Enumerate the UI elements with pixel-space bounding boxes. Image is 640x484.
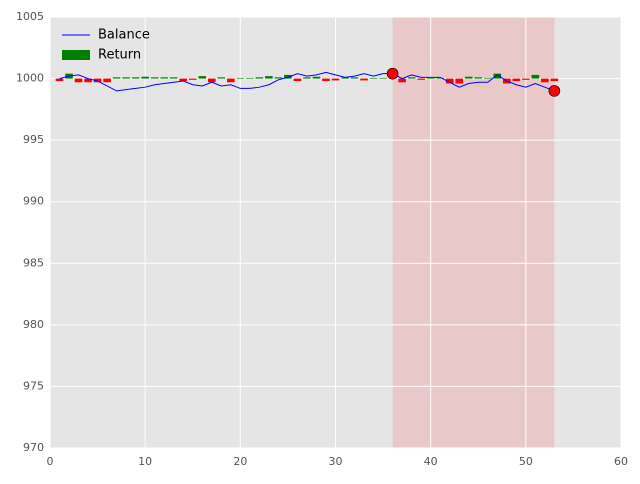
marker [548, 85, 561, 97]
legend-swatch [62, 50, 90, 60]
y-tick-label: 990 [23, 195, 44, 208]
y-tick-label: 975 [23, 379, 44, 392]
legend-label: Balance [98, 28, 150, 43]
return-bar [84, 78, 92, 83]
return-bar [417, 78, 425, 80]
return-bar [426, 77, 435, 79]
return-bar [55, 78, 64, 82]
return-bar [341, 77, 349, 79]
return-bar [122, 77, 130, 79]
return-bar [112, 77, 121, 79]
return-bar [531, 74, 540, 79]
x-tick-label: 50 [519, 455, 533, 468]
return-bar [217, 77, 226, 79]
return-bar [474, 77, 483, 79]
return-bar [131, 77, 140, 79]
return-bar [522, 78, 530, 80]
marker [386, 67, 399, 80]
return-bar [541, 78, 549, 83]
return-bar [93, 78, 102, 83]
return-bar [160, 77, 169, 79]
return-bar [265, 76, 273, 79]
return-bar [331, 78, 340, 81]
return-bar [322, 78, 330, 82]
y-tick-label: 985 [23, 256, 44, 269]
return-bar [284, 74, 292, 79]
return-bar [255, 77, 264, 79]
highlight-region [392, 17, 555, 448]
return-bar [246, 77, 254, 79]
return-bar [464, 76, 473, 79]
x-tick-label: 60 [614, 455, 628, 468]
return-bar [198, 76, 207, 79]
return-bar [398, 78, 406, 83]
y-tick-label: 980 [23, 318, 44, 331]
y-tick-label: 1005 [16, 10, 44, 23]
x-tick-label: 30 [329, 455, 343, 468]
return-bar [445, 78, 454, 84]
return-bar [455, 78, 464, 84]
return-bar [303, 77, 311, 79]
x-tick-label: 10 [138, 455, 152, 468]
x-tick-label: 40 [424, 455, 438, 468]
return-bar [150, 77, 159, 79]
return-bar [550, 78, 559, 82]
return-bar [293, 78, 302, 82]
return-bar [407, 77, 416, 79]
return-bar [207, 78, 216, 83]
balance-line [59, 71, 555, 92]
return-bar [236, 77, 245, 79]
legend-label: Return [98, 48, 141, 63]
return-bar [312, 76, 321, 79]
return-bar [274, 77, 283, 79]
return-bar [512, 78, 521, 82]
return-bar [227, 78, 235, 83]
y-tick-label: 970 [23, 441, 44, 454]
return-bar [436, 77, 444, 79]
return-bar [74, 78, 83, 83]
x-tick-label: 20 [233, 455, 247, 468]
y-tick-label: 1000 [16, 72, 44, 85]
return-bar [379, 77, 387, 79]
return-bar [350, 77, 359, 79]
y-tick-label: 995 [23, 133, 44, 146]
return-bar [483, 77, 492, 79]
return-bar [188, 78, 197, 80]
return-bar [169, 77, 178, 79]
return-bar [369, 77, 378, 79]
return-bar [179, 78, 188, 82]
x-tick-label: 0 [47, 455, 54, 468]
return-bar [493, 73, 502, 79]
return-bar [360, 78, 368, 81]
return-bar [141, 76, 149, 79]
return-bar [103, 78, 111, 83]
